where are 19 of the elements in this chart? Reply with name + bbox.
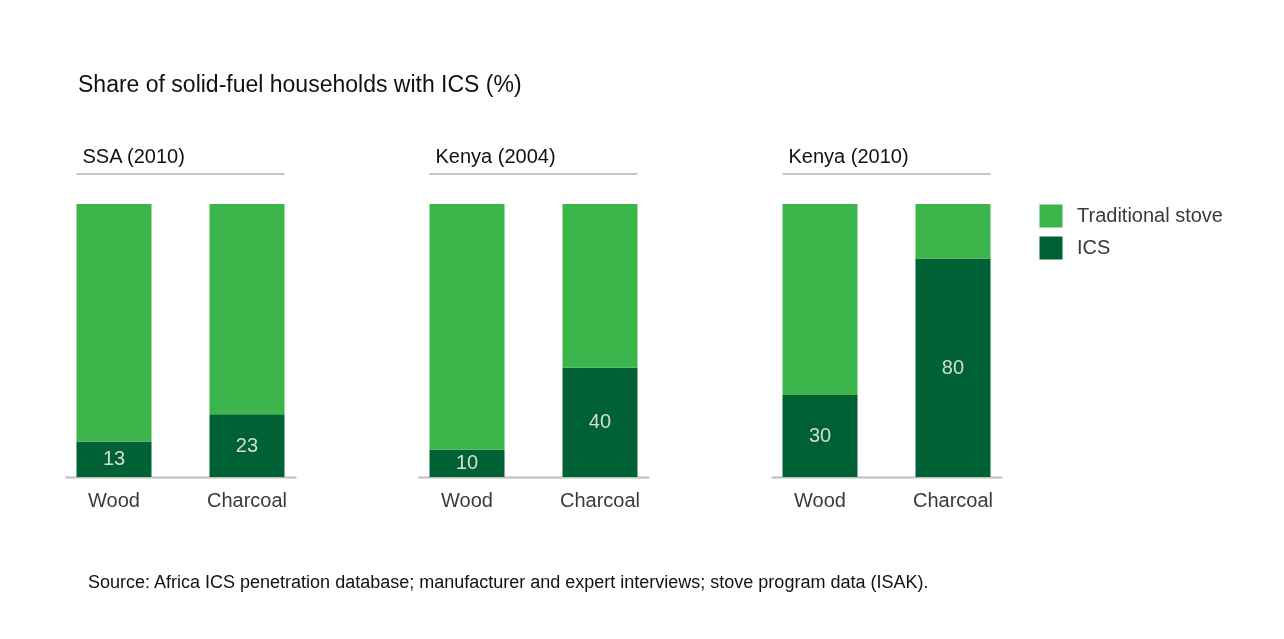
data-label: 13 [102, 447, 126, 470]
data-label: 30 [808, 424, 832, 447]
x-tick-label: Wood [88, 488, 140, 511]
chart-title: Share of solid-fuel households with ICS (%) [78, 71, 522, 98]
chart-subtitle: SSA (2010) [82, 145, 185, 168]
data-label: 40 [588, 410, 612, 433]
source-note: Source: Africa ICS penetration database; manufacturer and expert interviews; stove program data (ISAK). [88, 572, 929, 592]
legend-label: Traditional stove [1077, 204, 1223, 226]
data-label: 23 [235, 433, 259, 456]
data-label: 10 [455, 451, 479, 474]
chart-subtitle: Kenya (2004) [435, 145, 556, 168]
x-tick-label: Charcoal [912, 488, 994, 511]
x-tick-label: Charcoal [206, 488, 288, 511]
x-tick-label: Wood [794, 488, 846, 511]
legend-label: ICS [1077, 236, 1111, 258]
chart-subtitle: Kenya (2010) [788, 145, 909, 168]
data-label: 80 [941, 355, 965, 378]
x-tick-label: Charcoal [559, 488, 641, 511]
x-tick-label: Wood [441, 488, 493, 511]
